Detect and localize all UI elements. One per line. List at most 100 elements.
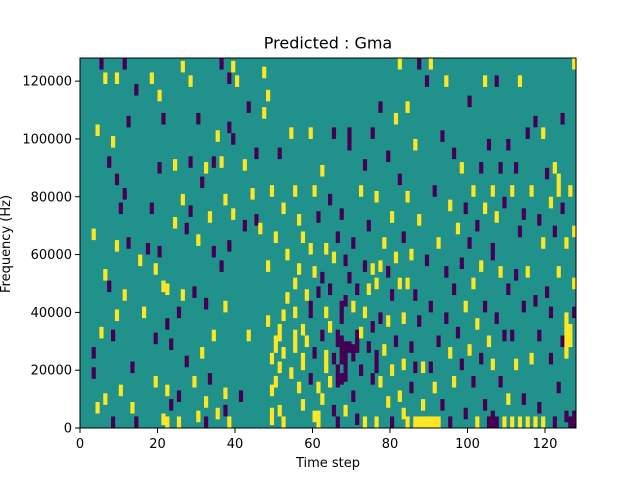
heatmap-cell xyxy=(180,193,185,206)
heatmap-cell xyxy=(467,95,472,108)
heatmap-cell xyxy=(339,208,344,220)
heatmap-cell xyxy=(176,306,182,319)
heatmap-cell xyxy=(362,416,368,428)
heatmap-cell xyxy=(471,185,476,197)
heatmap-cell xyxy=(370,263,375,275)
heatmap-cell xyxy=(339,373,344,385)
heatmap-cell xyxy=(525,127,530,139)
heatmap-cell xyxy=(378,260,383,272)
heatmap-cell xyxy=(521,208,526,220)
heatmap-cell xyxy=(428,300,433,313)
heatmap-cell xyxy=(366,219,371,232)
heatmap-cell xyxy=(231,133,236,145)
heatmap-cell xyxy=(324,306,329,319)
heatmap-cell xyxy=(227,121,232,134)
x-tick-label: 100 xyxy=(455,437,480,452)
heatmap-cell xyxy=(424,75,430,87)
heatmap-cell xyxy=(502,329,507,342)
heatmap-cell xyxy=(328,375,333,388)
heatmap-cell xyxy=(533,295,538,307)
heatmap-cell xyxy=(432,416,437,428)
heatmap-cell xyxy=(204,396,209,408)
heatmap-cell xyxy=(165,283,170,296)
heatmap-cell xyxy=(413,416,418,428)
heatmap-cell xyxy=(390,364,395,376)
heatmap-cell xyxy=(436,416,441,428)
heatmap-cell xyxy=(339,300,344,324)
heatmap-cell xyxy=(463,300,468,313)
heatmap-cell xyxy=(200,176,205,189)
heatmap-cell xyxy=(514,162,519,174)
heatmap-cell xyxy=(285,248,290,261)
heatmap-cell xyxy=(479,260,484,272)
heatmap-cell xyxy=(521,393,526,405)
heatmap-cell xyxy=(297,214,302,226)
heatmap-cell xyxy=(118,384,123,397)
heatmap-cell xyxy=(343,404,348,417)
heatmap-cell xyxy=(351,300,356,313)
heatmap-cell xyxy=(343,341,348,382)
heatmap-cell xyxy=(490,243,495,261)
heatmap-cell xyxy=(374,349,379,374)
heatmap-cell xyxy=(219,156,224,168)
heatmap-cell xyxy=(134,84,139,96)
heatmap-cell xyxy=(572,410,577,428)
heatmap-cell xyxy=(200,347,205,359)
heatmap-cell xyxy=(215,130,220,142)
heatmap-cell xyxy=(537,329,542,342)
heatmap-cell xyxy=(157,245,162,258)
heatmap-cell xyxy=(355,283,360,296)
heatmap-cell xyxy=(517,75,523,87)
heatmap-cell xyxy=(413,289,418,301)
heatmap-cell xyxy=(273,231,278,243)
heatmap-cell xyxy=(556,266,561,278)
heatmap-cell xyxy=(269,407,275,426)
heatmap-cell xyxy=(219,58,224,70)
heatmap-cell xyxy=(568,185,573,197)
heatmap-cell xyxy=(510,185,515,197)
heatmap-cell xyxy=(359,185,364,197)
heatmap-cell xyxy=(471,277,476,290)
heatmap-cell xyxy=(436,237,441,249)
heatmap-cell xyxy=(223,193,228,206)
heatmap-cell xyxy=(463,202,468,215)
chart-title: Predicted : Gma xyxy=(264,34,392,53)
heatmap-cell xyxy=(510,416,515,428)
heatmap-cell xyxy=(506,393,511,405)
heatmap-cell xyxy=(529,352,534,365)
heatmap-cell xyxy=(494,312,499,324)
heatmap-cell xyxy=(548,306,554,319)
heatmap-cell xyxy=(424,416,430,428)
heatmap-cell xyxy=(262,66,267,79)
x-tick-label: 20 xyxy=(149,437,166,452)
heatmap-cell xyxy=(266,89,271,102)
heatmap-cell xyxy=(149,202,154,215)
x-tick-label: 120 xyxy=(533,437,558,452)
y-axis: 0 20000 40000 60000 80000 100000 120000 xyxy=(22,75,80,437)
heatmap-cell xyxy=(463,407,468,420)
heatmap-cell xyxy=(107,280,112,293)
heatmap-cell xyxy=(273,375,278,388)
heatmap-cell xyxy=(269,352,275,365)
heatmap-cell xyxy=(246,329,251,342)
heatmap-cell xyxy=(227,416,232,428)
heatmap-cell xyxy=(300,323,306,336)
heatmap-cell xyxy=(316,286,321,298)
y-tick-label: 60000 xyxy=(31,248,72,263)
y-axis-label: Frequency (Hz) xyxy=(0,195,14,293)
heatmap-cell xyxy=(157,89,162,102)
heatmap-cell xyxy=(331,251,337,264)
heatmap-cell xyxy=(328,321,333,333)
heatmap-cell xyxy=(459,162,464,174)
heatmap-cell xyxy=(308,243,313,255)
heatmap-cell xyxy=(176,390,182,402)
heatmap-cell xyxy=(486,138,492,151)
heatmap-cell xyxy=(331,127,337,139)
y-tick-label: 40000 xyxy=(31,306,72,321)
heatmap-cell xyxy=(227,72,232,85)
heatmap-cell xyxy=(176,416,182,428)
heatmap-cell xyxy=(452,283,457,296)
heatmap-cell xyxy=(91,367,96,379)
heatmap-cell xyxy=(467,237,472,249)
